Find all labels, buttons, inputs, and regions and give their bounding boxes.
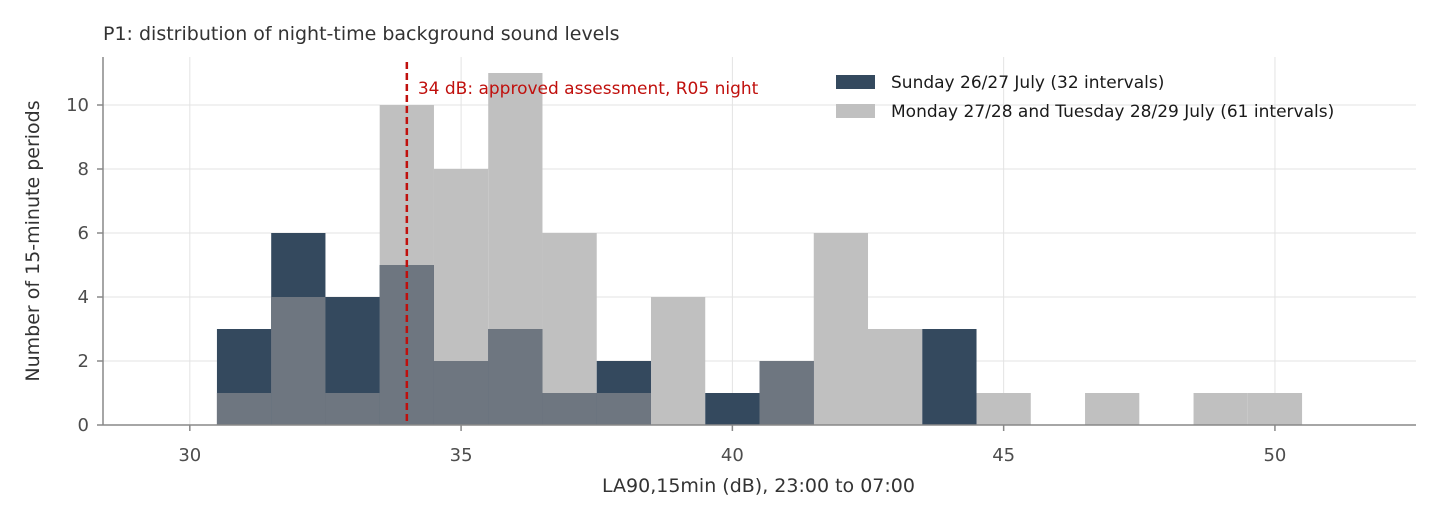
x-tick-label: 40 bbox=[721, 445, 744, 466]
bar-overlap bbox=[542, 393, 597, 425]
bar-overlap bbox=[759, 361, 814, 425]
x-tick-label: 50 bbox=[1263, 445, 1286, 466]
bar-overlap bbox=[271, 297, 326, 425]
bar-overlap bbox=[433, 361, 489, 425]
chart-title: P1: distribution of night-time backgroun… bbox=[103, 23, 620, 45]
bar-monday-tuesday bbox=[813, 233, 869, 425]
y-tick-label: 0 bbox=[78, 415, 89, 436]
reference-line-label: 34 dB: approved assessment, R05 night bbox=[418, 79, 759, 99]
legend-label-sunday: Sunday 26/27 July (32 intervals) bbox=[891, 73, 1164, 93]
x-axis-label: LA90,15min (dB), 23:00 to 07:00 bbox=[602, 475, 915, 497]
bar-monday-tuesday bbox=[976, 393, 1031, 425]
bar-overlap bbox=[325, 393, 380, 425]
y-tick-label: 6 bbox=[78, 223, 89, 244]
bar-monday-tuesday bbox=[1247, 393, 1303, 425]
legend-swatch-sunday bbox=[836, 75, 875, 89]
x-tick-label: 35 bbox=[450, 445, 473, 466]
x-tick-label: 45 bbox=[992, 445, 1015, 466]
bar-monday-tuesday bbox=[650, 297, 706, 425]
x-tick-label: 30 bbox=[178, 445, 201, 466]
bar-overlap bbox=[216, 393, 272, 425]
y-axis-label: Number of 15-minute periods bbox=[22, 100, 44, 381]
bar-overlap bbox=[488, 329, 543, 425]
legend-swatch-monday-tuesday bbox=[836, 104, 875, 118]
tick-labels: 0 2 4 6 8 10 30 35 40 45 50 bbox=[66, 95, 1286, 466]
bar-monday-tuesday bbox=[1085, 393, 1140, 425]
bar-monday-tuesday bbox=[1193, 393, 1248, 425]
y-tick-label: 4 bbox=[78, 287, 89, 308]
axes bbox=[102, 57, 1416, 426]
legend-label-monday-tuesday: Monday 27/28 and Tuesday 28/29 July (61 … bbox=[891, 102, 1334, 122]
bar-sunday bbox=[922, 329, 977, 425]
y-tick-label: 10 bbox=[66, 95, 89, 116]
bar-overlap bbox=[596, 393, 651, 425]
y-tick-label: 2 bbox=[78, 351, 89, 372]
legend: Sunday 26/27 July (32 intervals) Monday … bbox=[836, 73, 1334, 122]
bar-sunday bbox=[705, 393, 760, 425]
overlap-bars bbox=[216, 265, 814, 425]
bar-monday-tuesday bbox=[868, 329, 923, 425]
y-tick-label: 8 bbox=[78, 159, 89, 180]
